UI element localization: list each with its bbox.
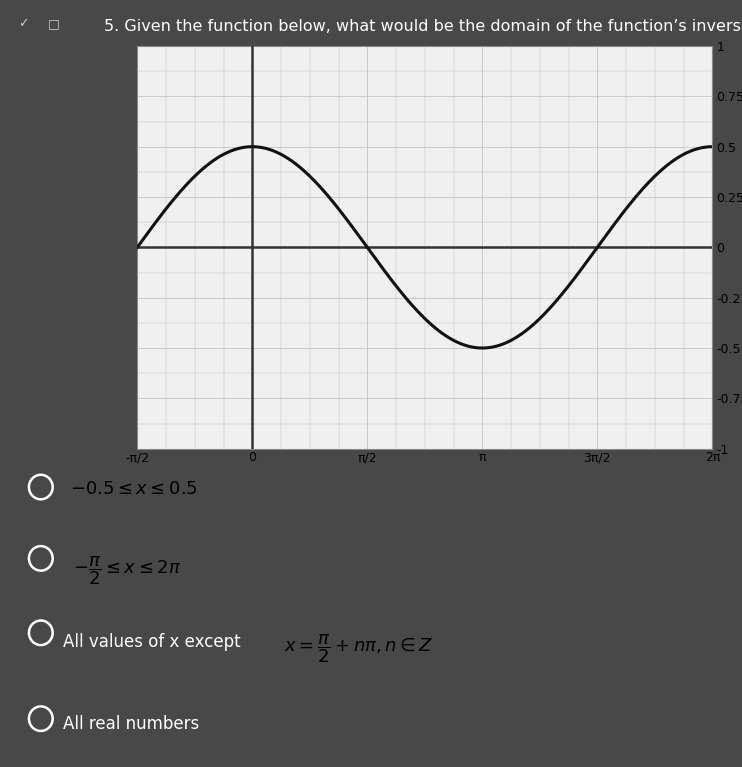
Text: $x = \dfrac{\pi}{2} + n\pi, n \in Z$: $x = \dfrac{\pi}{2} + n\pi, n \in Z$ <box>284 633 433 665</box>
Text: $-0.5 \leq x \leq 0.5$: $-0.5 \leq x \leq 0.5$ <box>70 479 198 498</box>
Text: ✓: ✓ <box>19 17 29 30</box>
Text: $-\dfrac{\pi}{2} \leq x \leq 2\pi$: $-\dfrac{\pi}{2} \leq x \leq 2\pi$ <box>73 555 181 587</box>
Text: 5. Given the function below, what would be the domain of the function’s inverse?: 5. Given the function below, what would … <box>104 19 742 35</box>
Text: □: □ <box>48 17 60 30</box>
Text: All real numbers: All real numbers <box>63 715 200 732</box>
Text: All values of x except: All values of x except <box>63 633 240 650</box>
